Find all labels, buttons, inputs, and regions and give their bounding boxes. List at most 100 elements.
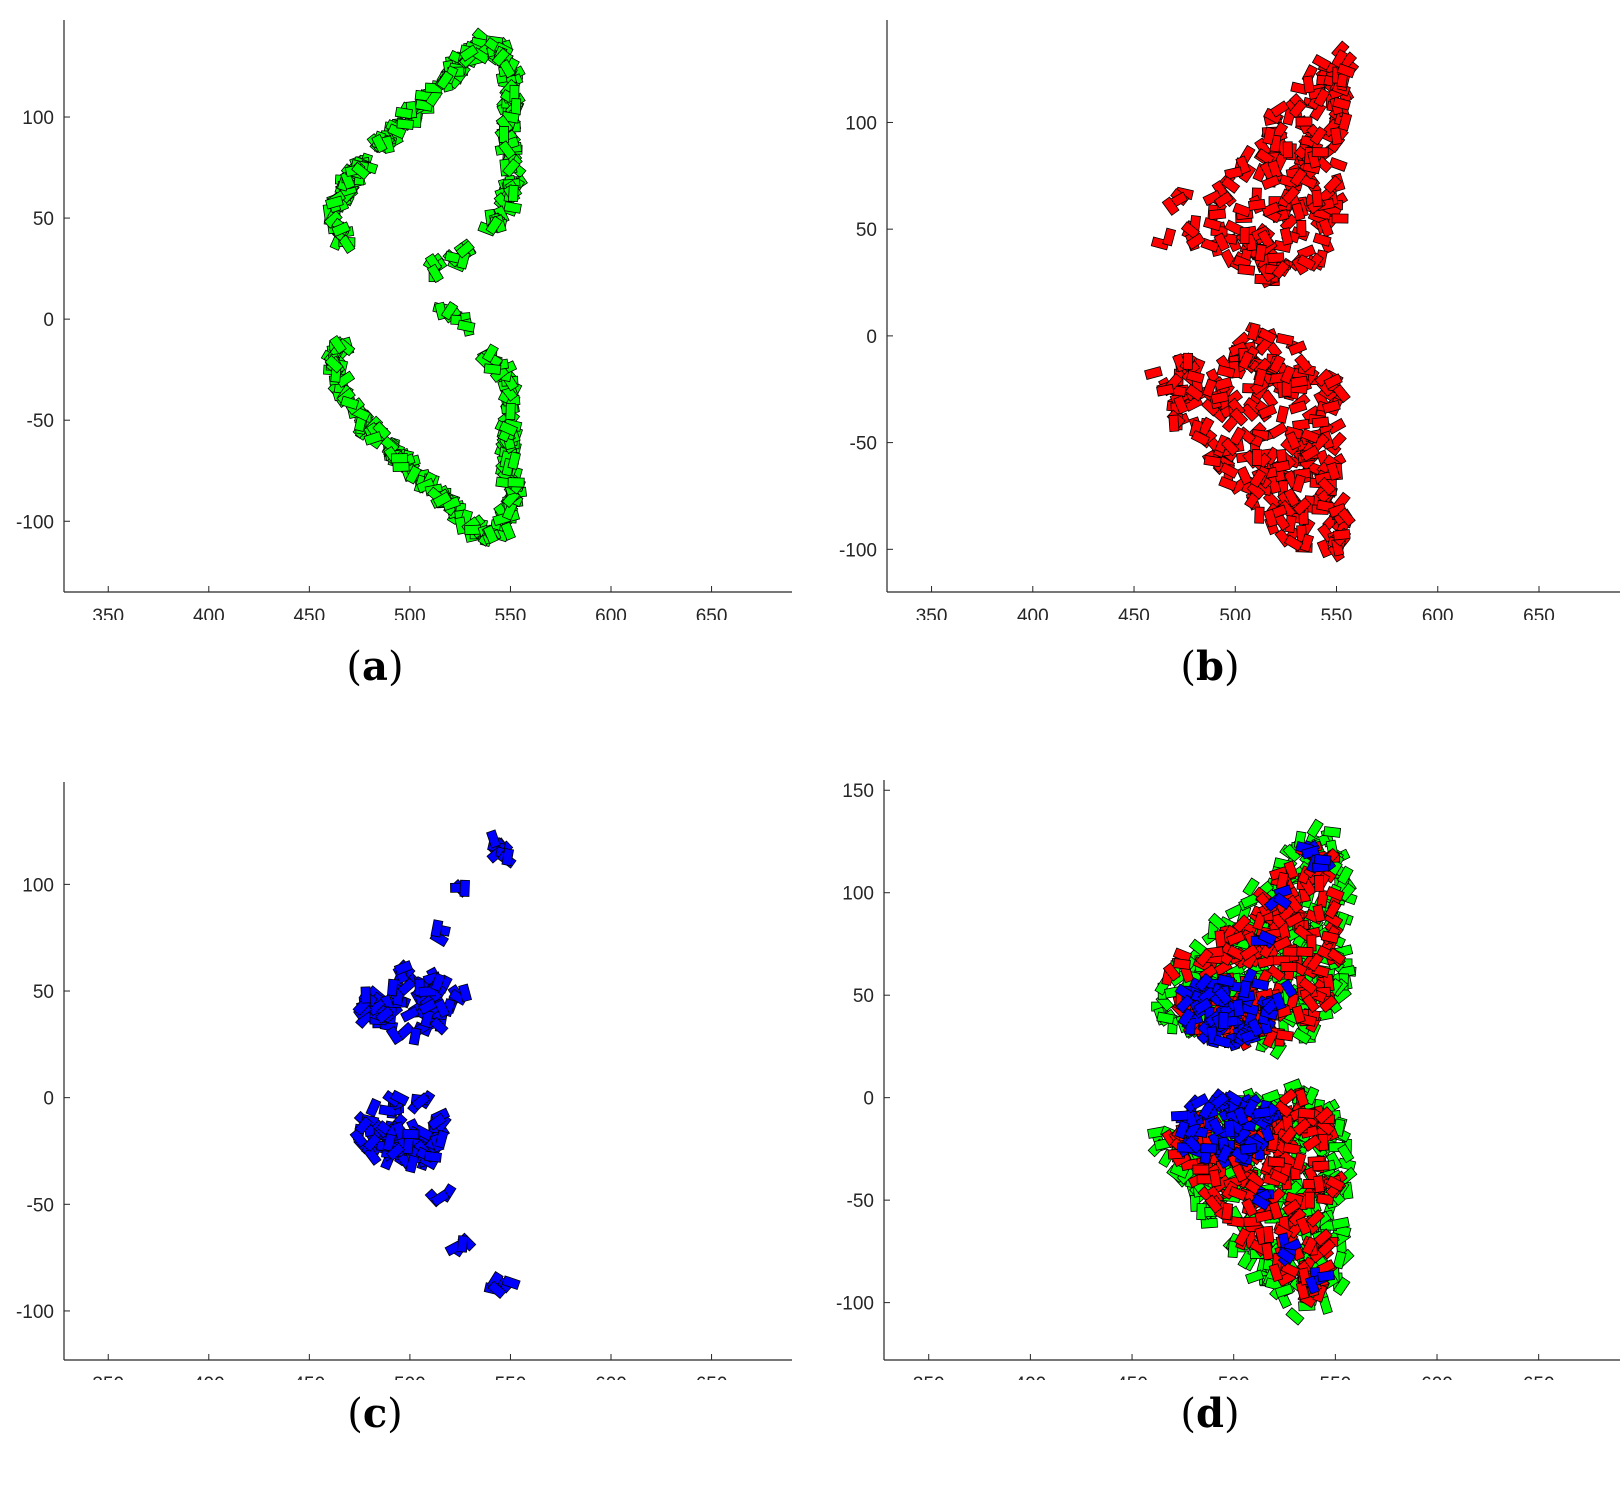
particle	[1319, 994, 1339, 1014]
particle	[1257, 327, 1278, 345]
series-outer	[320, 27, 528, 548]
particle	[455, 240, 475, 259]
chart-a-svg: 350 400 450 500 550 600 650 -100 -50 0 50 100	[16, 20, 792, 627]
x-tick-label: 600	[1422, 606, 1454, 620]
y-tick-label: -100	[16, 512, 54, 533]
particle	[1292, 1117, 1312, 1137]
particle	[1173, 958, 1191, 970]
x-tick-label: 400	[193, 1374, 225, 1380]
y-tick-label: 100	[22, 108, 54, 129]
particle	[1316, 538, 1333, 559]
particle	[1338, 112, 1353, 132]
particle	[1156, 1011, 1175, 1025]
y-tick-label: -50	[847, 1191, 874, 1212]
x-tick-label: 350	[913, 1374, 945, 1380]
particle	[1186, 369, 1205, 384]
x-tick-label: 450	[293, 606, 325, 620]
particle	[1184, 1135, 1203, 1154]
particle	[325, 195, 344, 210]
x-tick-label: 450	[1118, 606, 1150, 620]
particle	[1313, 87, 1331, 108]
particle	[1185, 232, 1206, 250]
particle	[1162, 962, 1181, 982]
particle	[1255, 148, 1275, 166]
particle	[507, 477, 525, 488]
x-tick-label: 550	[1320, 1374, 1352, 1380]
particle	[1202, 378, 1218, 398]
particle	[1302, 75, 1315, 94]
particle	[1216, 364, 1236, 379]
particle	[1232, 999, 1245, 1017]
y-tick-label: -100	[16, 1302, 54, 1323]
particle	[1218, 476, 1238, 492]
particle	[1302, 1134, 1322, 1152]
particle	[1289, 167, 1308, 188]
particle	[426, 263, 444, 284]
panel-a: 350 400 450 500 550 600 650 -100 -50 0 50 100	[0, 0, 800, 627]
particle	[1208, 208, 1227, 221]
particle	[1331, 48, 1349, 69]
particle	[1312, 232, 1332, 247]
particle	[1245, 1269, 1265, 1285]
particle	[1330, 127, 1343, 146]
particle	[1283, 1078, 1303, 1094]
particle	[1269, 1169, 1290, 1186]
particle	[375, 1005, 395, 1025]
particle	[1214, 376, 1233, 391]
particle	[1305, 1191, 1315, 1209]
particle	[1325, 1175, 1346, 1192]
particle	[1294, 353, 1313, 373]
particle	[498, 140, 517, 160]
particle	[1212, 1034, 1232, 1049]
particle	[1251, 977, 1270, 992]
particle	[1280, 1261, 1300, 1278]
particle	[1190, 1093, 1210, 1110]
particle	[1195, 947, 1214, 968]
particle	[1313, 854, 1332, 866]
particle	[1229, 426, 1247, 446]
particle	[1254, 1209, 1273, 1223]
particle	[430, 1189, 450, 1207]
x-tick-label: 350	[92, 606, 124, 620]
particle	[1239, 1143, 1258, 1155]
particle	[1249, 468, 1267, 489]
particle	[1288, 400, 1308, 415]
particle	[1306, 952, 1324, 973]
particle	[1311, 416, 1330, 429]
particle	[1291, 1004, 1306, 1024]
particle	[457, 319, 476, 333]
particle	[1281, 1198, 1302, 1217]
particle	[427, 1112, 447, 1131]
particle	[1309, 126, 1328, 146]
particle	[1295, 1216, 1312, 1236]
particle	[1238, 350, 1254, 371]
particle	[1337, 1143, 1355, 1164]
particle	[502, 158, 521, 178]
particle	[1275, 1029, 1294, 1042]
particle	[331, 221, 351, 237]
particle	[500, 521, 516, 541]
particle	[1314, 1106, 1334, 1125]
particle	[1203, 217, 1222, 232]
series-inner	[1170, 839, 1337, 1295]
particle	[1257, 229, 1275, 249]
particle	[1226, 930, 1246, 947]
particle	[1317, 476, 1337, 496]
particle	[371, 133, 388, 154]
particle	[1311, 53, 1332, 71]
particle	[1298, 976, 1318, 995]
x-tick-label: 500	[1218, 1374, 1250, 1380]
particle	[1312, 1175, 1325, 1194]
particle	[335, 370, 356, 389]
particle	[1239, 227, 1250, 245]
particle	[365, 1097, 382, 1118]
chart-d-svg: 350 400 450 500 550 600 650 -100 -50 0 50 100 150	[836, 780, 1620, 1395]
particle	[1291, 473, 1306, 493]
particle	[1300, 444, 1320, 462]
panel-b: 350 400 450 500 550 600 650 -100 -50 0 50 100	[820, 0, 1623, 627]
particle	[1294, 1088, 1310, 1108]
particle	[1297, 1107, 1316, 1119]
particle	[1316, 1193, 1335, 1206]
y-tick-label: 50	[33, 209, 54, 230]
axes-d: 350 400 450 500 550 600 650 -100 -50 0 50 100 150	[836, 780, 1620, 1395]
